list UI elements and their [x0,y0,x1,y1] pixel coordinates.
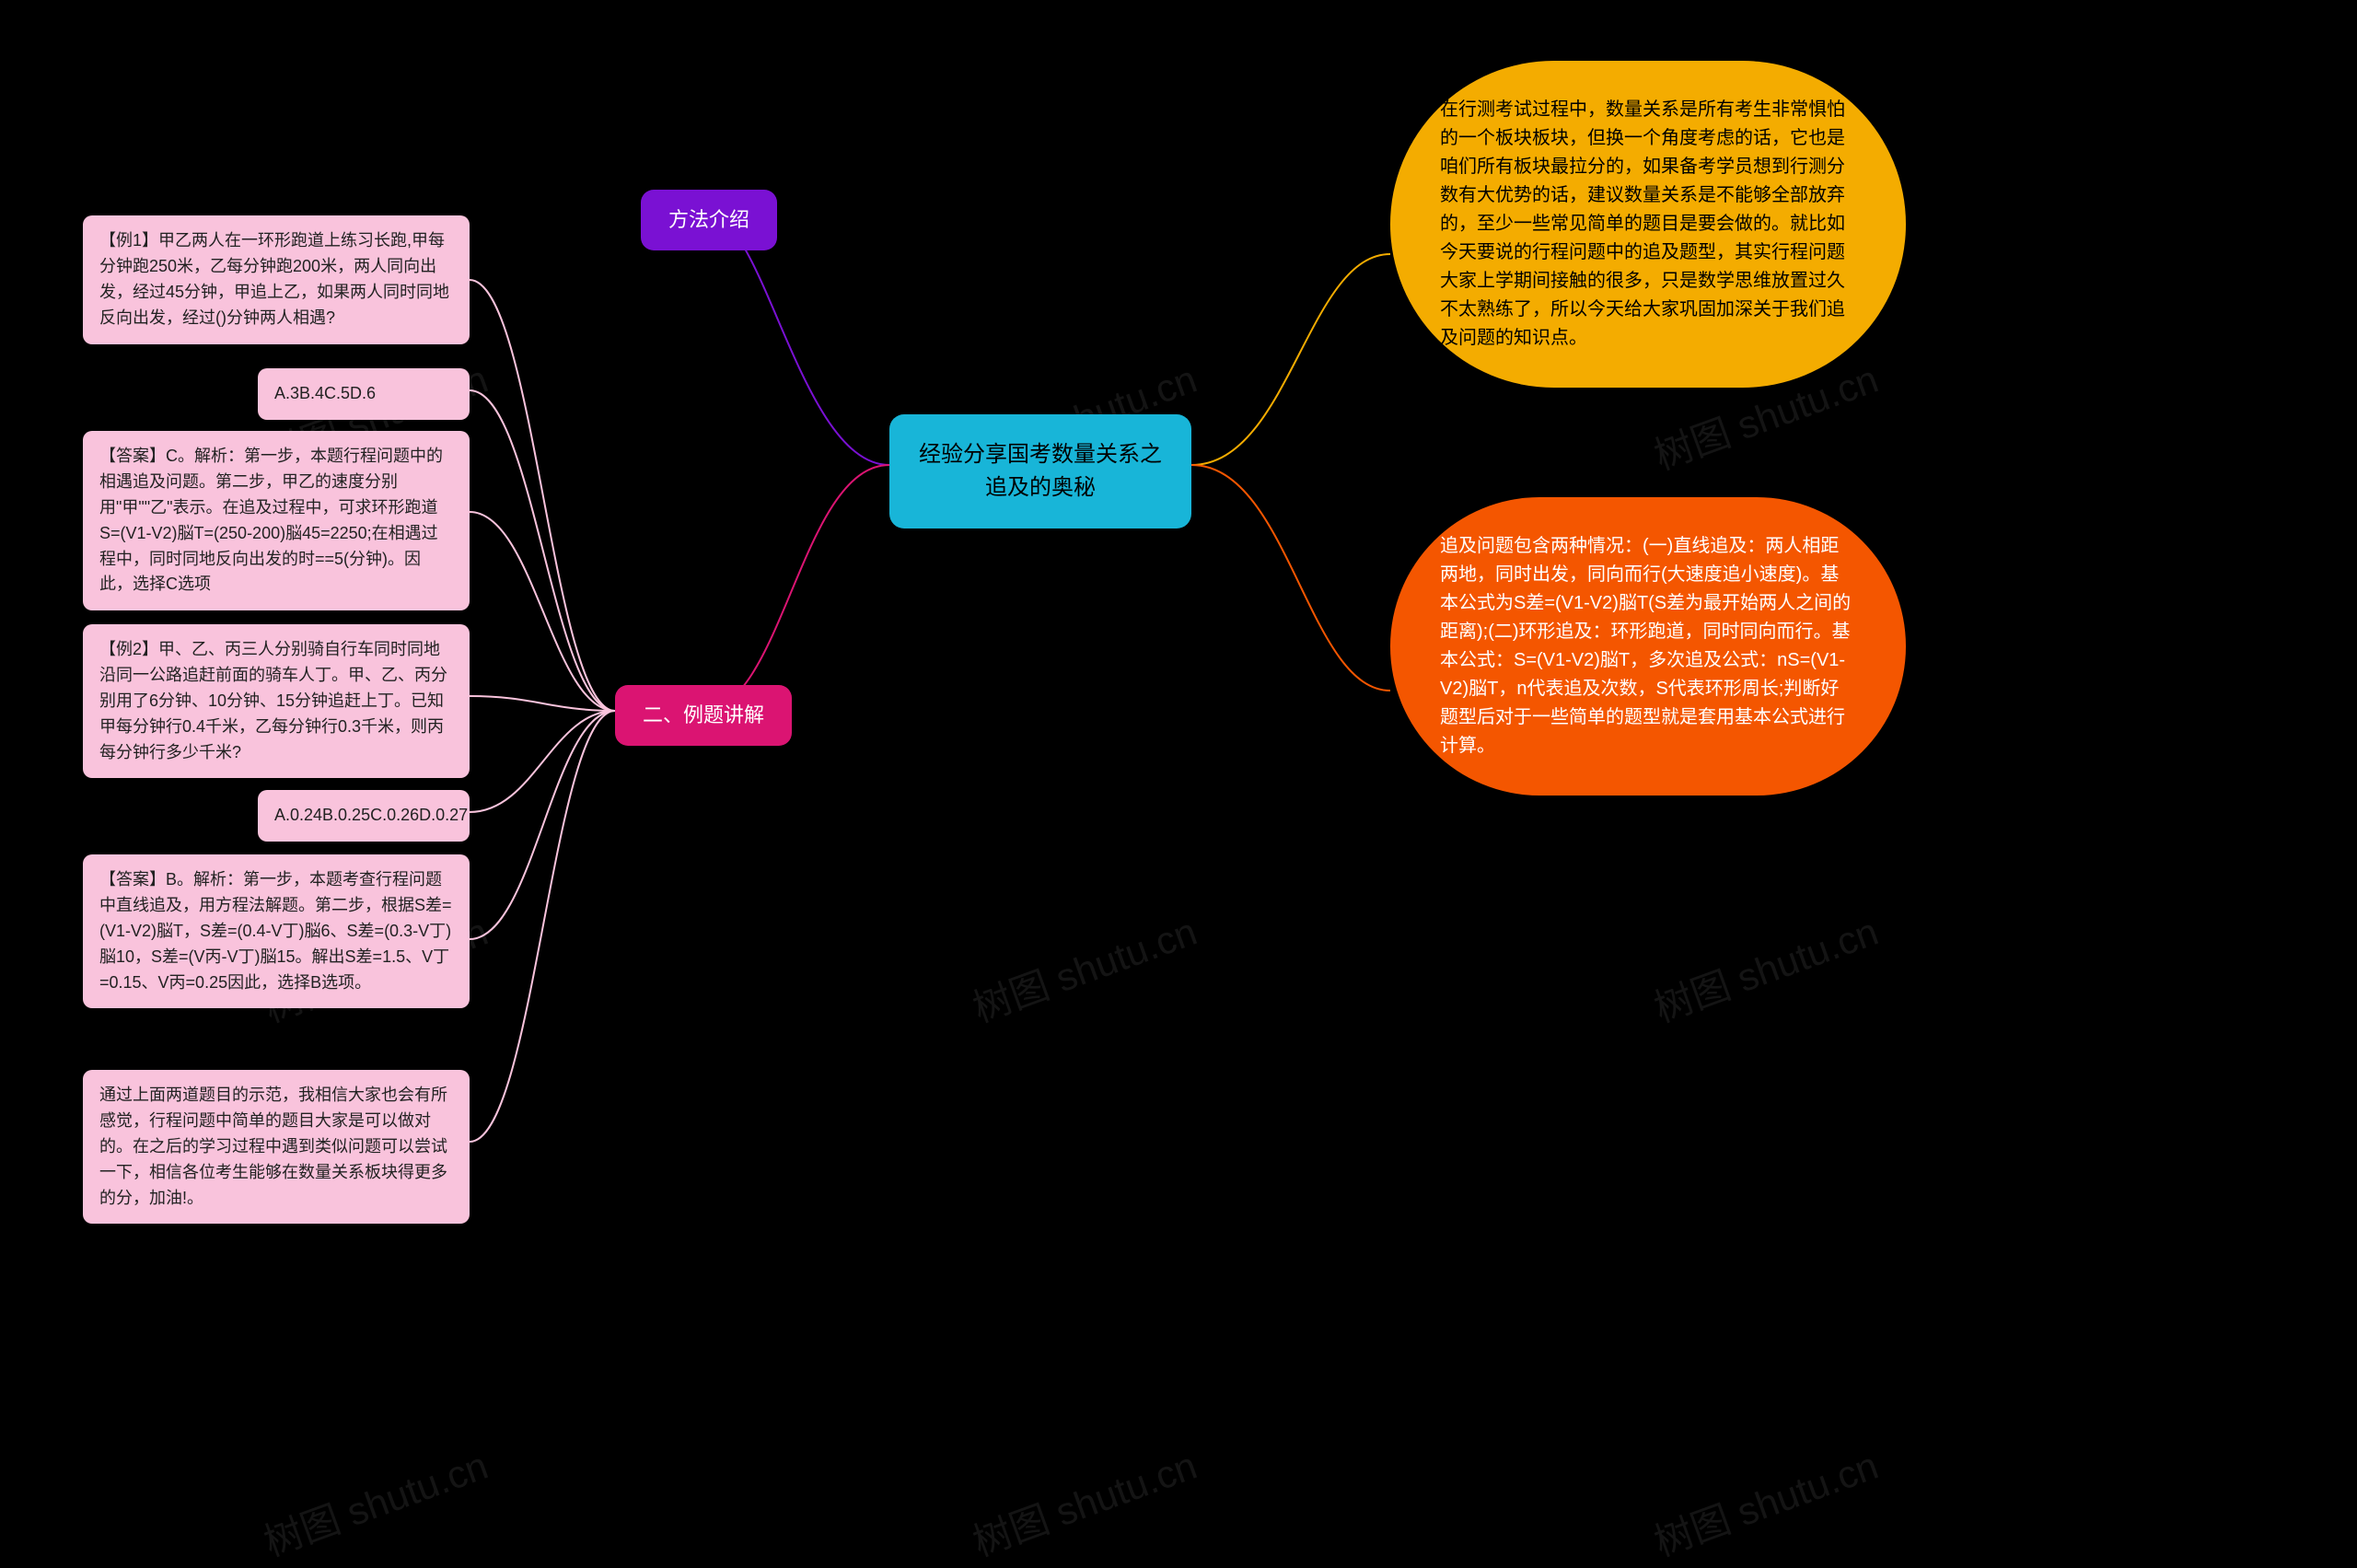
branch-methods-label: 方法介绍 [668,204,749,236]
example1-options-text: A.3B.4C.5D.6 [274,384,376,402]
formula-block-text: 追及问题包含两种情况：(一)直线追及：两人相距两地，同时出发，同向而行(大速度追… [1440,532,1856,761]
example2-question-text: 【例2】甲、乙、丙三人分别骑自行车同时同地沿同一公路追赶前面的骑车人丁。甲、乙、… [99,640,447,761]
example1-options[interactable]: A.3B.4C.5D.6 [258,368,470,420]
watermark: 树图 shutu.cn [964,1434,1203,1567]
branch-examples[interactable]: 二、例题讲解 [615,685,792,746]
example1-question-text: 【例1】甲乙两人在一环形跑道上练习长跑,甲每分钟跑250米，乙每分钟跑200米，… [99,231,449,327]
watermark: 树图 shutu.cn [255,1434,494,1567]
example1-answer-text: 【答案】C。解析：第一步，本题行程问题中的相遇追及问题。第二步，甲乙的速度分别用… [99,447,443,593]
intro-block[interactable]: 在行测考试过程中，数量关系是所有考生非常惧怕的一个板块板块，但换一个角度考虑的话… [1390,61,1906,388]
example1-question[interactable]: 【例1】甲乙两人在一环形跑道上练习长跑,甲每分钟跑250米，乙每分钟跑200米，… [83,215,470,344]
branch-examples-label: 二、例题讲解 [643,700,764,731]
center-node-label: 经验分享国考数量关系之追及的奥秘 [917,438,1164,505]
example2-options[interactable]: A.0.24B.0.25C.0.26D.0.27 [258,790,470,842]
example2-options-text: A.0.24B.0.25C.0.26D.0.27 [274,806,468,824]
formula-block[interactable]: 追及问题包含两种情况：(一)直线追及：两人相距两地，同时出发，同向而行(大速度追… [1390,497,1906,796]
intro-block-text: 在行测考试过程中，数量关系是所有考生非常惧怕的一个板块板块，但换一个角度考虑的话… [1440,96,1856,353]
center-node[interactable]: 经验分享国考数量关系之追及的奥秘 [889,414,1191,528]
example2-answer-text: 【答案】B。解析：第一步，本题考查行程问题中直线追及，用方程法解题。第二步，根据… [99,870,452,992]
watermark: 树图 shutu.cn [964,900,1203,1033]
watermark: 树图 shutu.cn [1645,900,1885,1033]
example1-answer[interactable]: 【答案】C。解析：第一步，本题行程问题中的相遇追及问题。第二步，甲乙的速度分别用… [83,431,470,610]
example2-question[interactable]: 【例2】甲、乙、丙三人分别骑自行车同时同地沿同一公路追赶前面的骑车人丁。甲、乙、… [83,624,470,778]
branch-methods[interactable]: 方法介绍 [641,190,777,250]
watermark: 树图 shutu.cn [1645,1434,1885,1567]
example2-answer[interactable]: 【答案】B。解析：第一步，本题考查行程问题中直线追及，用方程法解题。第二步，根据… [83,854,470,1008]
summary-block[interactable]: 通过上面两道题目的示范，我相信大家也会有所感觉，行程问题中简单的题目大家是可以做… [83,1070,470,1224]
summary-block-text: 通过上面两道题目的示范，我相信大家也会有所感觉，行程问题中简单的题目大家是可以做… [99,1086,447,1207]
